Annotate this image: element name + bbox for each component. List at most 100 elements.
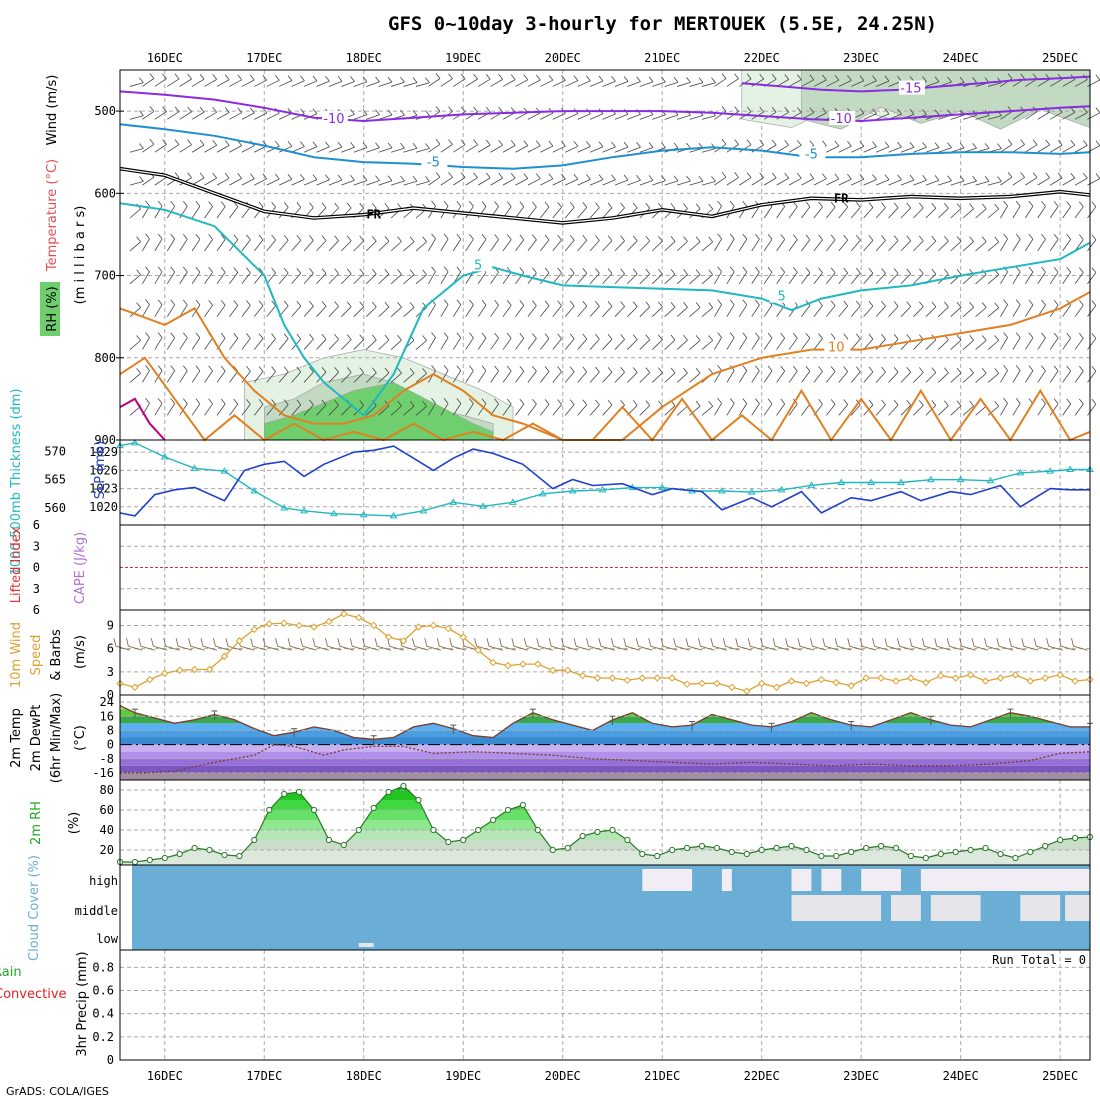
- wind-speed-point: [698, 679, 706, 688]
- wind-barb-flag: [362, 142, 368, 148]
- surface-wind-barb: [277, 645, 292, 651]
- wind-barb-flag: [1091, 201, 1097, 208]
- wind-barb-flag: [969, 302, 974, 308]
- wind-barb: [838, 305, 849, 317]
- wind-barb: [689, 274, 701, 285]
- y-tick-label: 700: [94, 269, 116, 283]
- surface-wind-barb-flag: [548, 638, 552, 647]
- wind-barb: [253, 371, 264, 383]
- wind-barb: [415, 82, 430, 87]
- wind-barb: [204, 206, 213, 219]
- wind-barb: [602, 371, 613, 383]
- wind-barb: [216, 112, 230, 120]
- wind-barb-flag: [729, 332, 735, 338]
- wind-barb: [1074, 206, 1084, 219]
- wind-barb-flag: [544, 366, 550, 372]
- wind-barb-flag: [309, 333, 314, 340]
- thickness-point: [1016, 468, 1025, 476]
- wind-barb: [365, 339, 377, 350]
- wind-barb: [863, 146, 877, 153]
- wind-barb: [403, 147, 418, 153]
- wind-barb-flag: [755, 233, 760, 240]
- wind-barb: [751, 304, 760, 317]
- wind-barb-flag: [312, 174, 318, 180]
- wind-barb: [900, 273, 911, 285]
- wind-barb: [676, 307, 688, 317]
- wind-barb: [291, 272, 302, 285]
- wind-barb: [565, 113, 579, 120]
- wind-barb: [701, 405, 713, 416]
- wind-barb: [664, 306, 676, 317]
- wind-barb-flag: [767, 234, 773, 240]
- wind-barb: [229, 178, 242, 186]
- wind-barb-flag: [695, 367, 701, 374]
- wind-barb-flag: [208, 365, 213, 372]
- wind-barb-flag: [897, 108, 902, 115]
- wind-barb-flag: [162, 73, 167, 79]
- wind-barb-flag: [834, 140, 840, 147]
- isotherm-label: 5: [474, 258, 482, 273]
- rh-point: [654, 852, 661, 860]
- wind-barb: [962, 372, 974, 383]
- wind-barb: [776, 177, 789, 186]
- isotherm-label: -5: [805, 147, 818, 162]
- wind-barb-flag: [1053, 234, 1059, 240]
- wind-barb-flag: [296, 300, 302, 307]
- wind-barb: [1012, 144, 1025, 153]
- wind-barb-flag: [620, 202, 625, 209]
- thickness-tick-label: 570: [44, 444, 66, 458]
- wind-barb: [453, 177, 466, 186]
- wind-speed-point: [384, 633, 393, 641]
- wind-barb-flag: [818, 234, 823, 241]
- rh-point: [997, 850, 1004, 858]
- wind-barb-flag: [498, 139, 504, 146]
- clear-mid-block: [791, 895, 882, 921]
- wind-barb-flag: [1078, 365, 1084, 372]
- wind-barb-flag: [283, 399, 289, 405]
- wind-speed-point: [205, 665, 214, 674]
- wind-speed-point: [519, 660, 527, 668]
- wind-barb: [1074, 305, 1084, 317]
- wind-barb: [726, 403, 735, 416]
- surface-wind-barb-flag: [760, 638, 764, 647]
- cloud-cover-axis-label: Cloud Cover (%): [27, 855, 42, 961]
- wind-barb: [490, 337, 499, 350]
- wind-barb: [963, 180, 977, 186]
- wind-barb-flag: [1057, 172, 1063, 179]
- wind-barb: [502, 370, 512, 383]
- wind-barb: [490, 272, 499, 285]
- wind-barb: [763, 206, 773, 219]
- wind-barb: [826, 239, 836, 252]
- wind-barb: [216, 206, 226, 219]
- wind-barb-flag: [792, 234, 798, 240]
- temp-band: [120, 716, 1090, 724]
- wind-barb: [179, 337, 188, 350]
- wind-barb-flag: [1041, 299, 1046, 306]
- wind-barb-flag: [258, 201, 264, 208]
- wind-barb-flag: [557, 201, 562, 208]
- wind-barb: [1050, 78, 1063, 87]
- wind-barb-flag: [337, 76, 343, 82]
- wind-barb: [888, 240, 899, 252]
- wind-barb-flag: [544, 234, 550, 241]
- wind-barb-flag: [182, 266, 188, 273]
- wind-barb: [925, 180, 940, 186]
- wind-barb-flag: [448, 73, 453, 79]
- isotherm-label-bg: [824, 339, 851, 354]
- wind-barb-flag: [708, 236, 714, 243]
- wind-barb: [664, 114, 679, 120]
- wind-barb-flag: [792, 267, 798, 273]
- wind-barb: [738, 403, 748, 416]
- wind-barb-flag: [1041, 201, 1046, 207]
- wind-barb: [129, 307, 141, 317]
- wind-barb: [1087, 371, 1097, 383]
- wind-barb-flag: [359, 367, 365, 373]
- wind-barb: [328, 80, 343, 87]
- rh-point: [281, 790, 288, 798]
- wind-barb-flag: [506, 365, 512, 372]
- wind-barb: [191, 144, 205, 153]
- wind-speed-point: [892, 677, 900, 685]
- wind-barb: [166, 403, 176, 416]
- wind-barb: [639, 339, 651, 350]
- wind-barb-flag: [881, 366, 886, 373]
